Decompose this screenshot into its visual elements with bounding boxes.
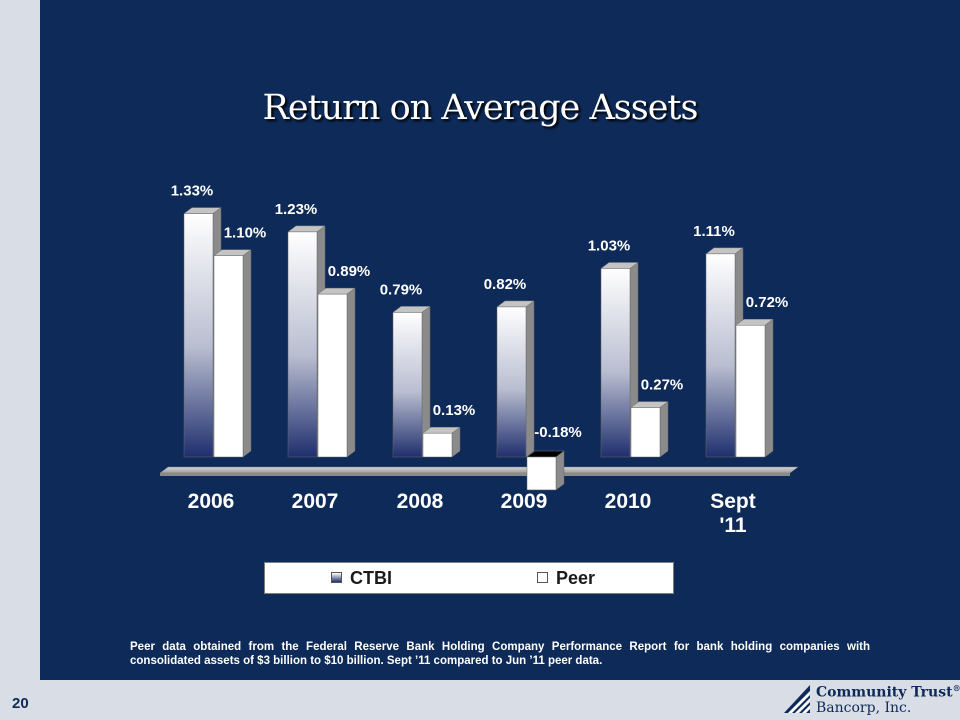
x-tick-label-0: 2006 [188,490,235,513]
bar-ctbi-2 [392,305,431,458]
data-label-peer-3: -0.18% [534,424,582,441]
bar-ctbi-3 [496,300,535,458]
gradient-swatch-icon [331,572,342,583]
logo-line1: Community Trust® [816,683,960,701]
x-tick-label-4: 2010 [605,490,652,513]
bar-peer-0 [213,249,252,458]
x-tick-label-2: 2008 [397,490,444,513]
bar-peer-3 [526,450,565,491]
floor-top [159,466,799,474]
roa-bar-chart: 1.33% 1.10% 1.23% 0.89% 0.79% 0.13% 0.82% -0.18… [159,183,799,537]
logo-mark-icon [784,685,810,713]
legend-label-peer: Peer [556,568,596,588]
data-label-ctbi-4: 1.03% [588,238,631,255]
chart-legend: CTBI Peer [264,562,674,594]
legend-item-ctbi: CTBI [331,568,392,589]
floor-edge [160,473,790,476]
legend-label-ctbi: CTBI [350,568,392,588]
x-tick-label-5: Sept [710,490,756,513]
data-label-ctbi-5: 1.11% [693,223,735,240]
data-label-ctbi-2: 0.79% [380,281,423,298]
footnote: Peer data obtained from the Federal Rese… [130,641,870,667]
data-label-ctbi-0: 1.33% [171,183,214,200]
legend-item-peer: Peer [537,568,595,589]
chart-floor [159,466,799,476]
page-number: 20 [12,695,29,712]
company-logo: Community Trust® Bancorp, Inc. [782,683,960,717]
data-label-peer-1: 0.89% [328,263,371,280]
chart-title: Return on Average Assets [262,88,699,128]
data-label-ctbi-3: 0.82% [484,276,527,293]
logo-line2: Bancorp, Inc. [816,700,912,716]
bar-peer-2 [422,426,461,458]
data-label-peer-5: 0.72% [746,294,789,311]
data-label-ctbi-1: 1.23% [275,201,318,218]
x-tick-label-5: '11 [719,514,747,537]
data-label-peer-2: 0.13% [433,402,476,419]
bar-ctbi-4 [600,262,639,458]
x-tick-label-3: 2009 [501,490,548,513]
bar-peer-4 [630,401,669,458]
x-tick-label-1: 2007 [292,490,339,513]
data-label-peer-0: 1.10% [224,225,267,242]
bar-ctbi-1 [287,225,326,458]
bar-peer-5 [735,318,774,458]
bar-peer-1 [317,287,356,458]
data-label-peer-4: 0.27% [641,377,684,394]
white-swatch-icon [537,572,548,583]
